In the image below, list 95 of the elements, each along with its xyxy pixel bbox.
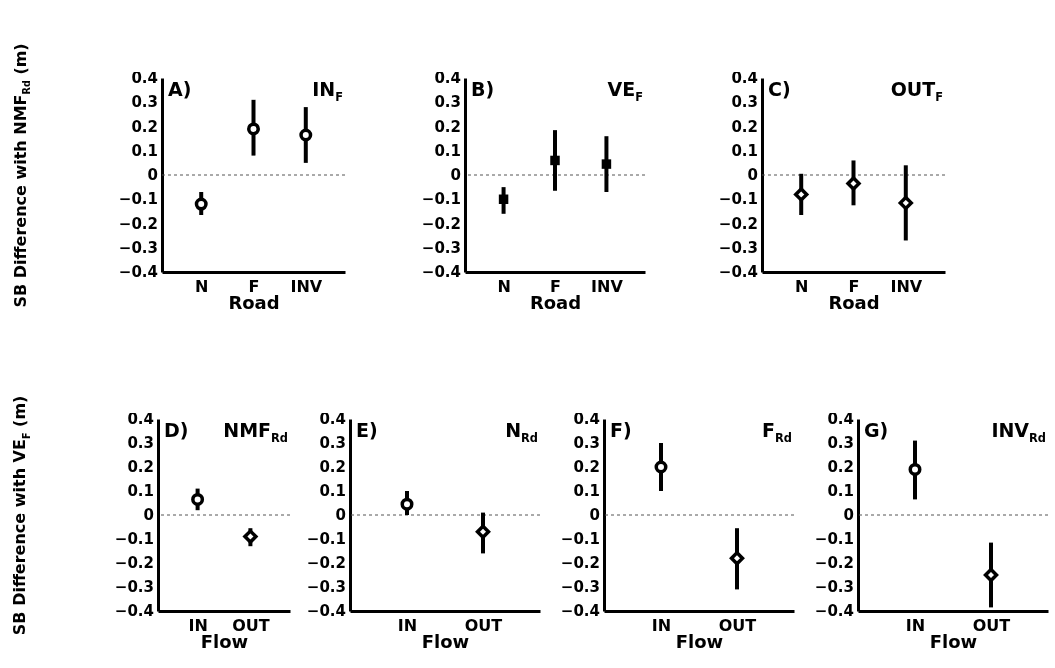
y-tick-label: −0.2 [560, 554, 600, 572]
chart-title: N$_{Rd}$ [505, 419, 538, 445]
y-tick-label: 0.2 [731, 117, 758, 136]
y-tick-label: −0.4 [421, 263, 461, 281]
point [793, 187, 809, 202]
x-tick-label: IN [651, 615, 672, 635]
chart-title: OUT$_{F}$ [890, 78, 943, 104]
y-tick-label: 0.4 [319, 410, 346, 428]
y-tick-label: 0.3 [731, 93, 758, 112]
x-tick-label: N [497, 276, 511, 296]
y-tick-label: −0.1 [306, 530, 346, 548]
y-tick-label: −0.2 [306, 554, 346, 572]
y-tick-label: −0.2 [118, 214, 158, 233]
y-tick-label: 0 [589, 506, 600, 524]
y-tick-label: 0 [450, 166, 461, 184]
y-tick-label: 0.4 [573, 410, 600, 428]
y-tick-label: 0 [747, 166, 758, 184]
y-tick-label: −0.3 [114, 578, 154, 596]
y-tick-label: 0.4 [127, 410, 154, 428]
y-tick-label: 0.1 [827, 482, 854, 500]
chart-title: VE$_{F}$ [607, 78, 643, 104]
y-tick-label: −0.3 [814, 578, 854, 596]
y-tick-label: 0.1 [434, 141, 461, 160]
point [247, 122, 260, 136]
y-tick-label: 0.4 [131, 69, 158, 87]
y-tick-label: −0.4 [306, 602, 346, 620]
y-tick-label: 0 [335, 506, 346, 524]
y-tick-label: 0.1 [131, 141, 158, 160]
annotation: C) [768, 78, 791, 100]
y-tick-label: 0.2 [434, 117, 461, 136]
y-tick-label: −0.2 [814, 554, 854, 572]
y-tick-label: 0.3 [573, 434, 600, 452]
y-tick-label: 0.2 [827, 458, 854, 476]
chart-title: NMF$_{Rd}$ [223, 419, 288, 445]
point [601, 159, 612, 169]
y-tick-label: 0.4 [434, 69, 461, 87]
y-tick-label: −0.4 [114, 602, 154, 620]
point [846, 176, 861, 191]
y-tick-label: −0.4 [718, 263, 758, 281]
y-tick-label: −0.1 [718, 190, 758, 209]
y-tick-label: 0.2 [319, 458, 346, 476]
y-tick-label: 0.2 [573, 458, 600, 476]
y-tick-label: −0.2 [718, 214, 758, 233]
x-tick-label: N [195, 276, 209, 296]
x-tick-label: IN [905, 615, 926, 635]
chart-title: F$_{Rd}$ [762, 419, 792, 445]
y-tick-label: −0.3 [718, 238, 758, 257]
point [194, 197, 208, 211]
y-tick-label: 0.4 [731, 69, 758, 87]
point [550, 155, 560, 166]
y-tick-label: 0.4 [827, 410, 854, 428]
y-tick-label: −0.3 [421, 238, 461, 257]
x-tick-label: INV [290, 276, 323, 296]
point [898, 195, 914, 211]
y-tick-label: 0.1 [319, 482, 346, 500]
y-tick-label: −0.4 [560, 602, 600, 620]
annotation: D) [164, 419, 189, 441]
annotation: B) [471, 78, 495, 100]
y-tick-label: −0.2 [421, 214, 461, 233]
y-tick-label: −0.3 [118, 238, 158, 257]
y-tick-label: 0 [843, 506, 854, 524]
x-tick-label: INV [591, 276, 624, 296]
x-tick-label: IN [397, 615, 418, 635]
y-tick-label: 0.1 [573, 482, 600, 500]
y-tick-label: 0.1 [731, 141, 758, 160]
x-tick-label: INV [890, 276, 923, 296]
y-tick-label: 0 [143, 506, 154, 524]
y-tick-label: −0.2 [114, 554, 154, 572]
annotation: E) [356, 419, 378, 441]
chart-title: INV$_{Rd}$ [991, 419, 1046, 445]
y-tick-label: 0 [147, 166, 158, 184]
annotation: A) [168, 78, 192, 100]
y-tick-label: −0.1 [118, 190, 158, 209]
y-tick-label: −0.1 [560, 530, 600, 548]
y-tick-label: −0.4 [814, 602, 854, 620]
y-tick-label: 0.3 [127, 434, 154, 452]
y-tick-label: 0.3 [131, 93, 158, 112]
y-tick-label: −0.4 [118, 263, 158, 281]
y-tick-label: 0.1 [127, 482, 154, 500]
y-tick-label: 0.3 [434, 93, 461, 112]
annotation: F) [610, 419, 632, 441]
point [498, 194, 509, 204]
y-tick-label: 0.3 [319, 434, 346, 452]
y-tick-label: −0.3 [306, 578, 346, 596]
y-tick-label: 0.2 [131, 117, 158, 136]
y-tick-label: 0.3 [827, 434, 854, 452]
y-tick-label: −0.1 [421, 190, 461, 209]
chart-title: IN$_{F}$ [312, 78, 343, 104]
point [299, 128, 313, 142]
annotation: G) [864, 419, 889, 441]
x-tick-label: N [795, 276, 809, 296]
y-tick-label: 0.2 [127, 458, 154, 476]
y-tick-label: −0.1 [114, 530, 154, 548]
y-tick-label: −0.1 [814, 530, 854, 548]
y-tick-label: −0.3 [560, 578, 600, 596]
